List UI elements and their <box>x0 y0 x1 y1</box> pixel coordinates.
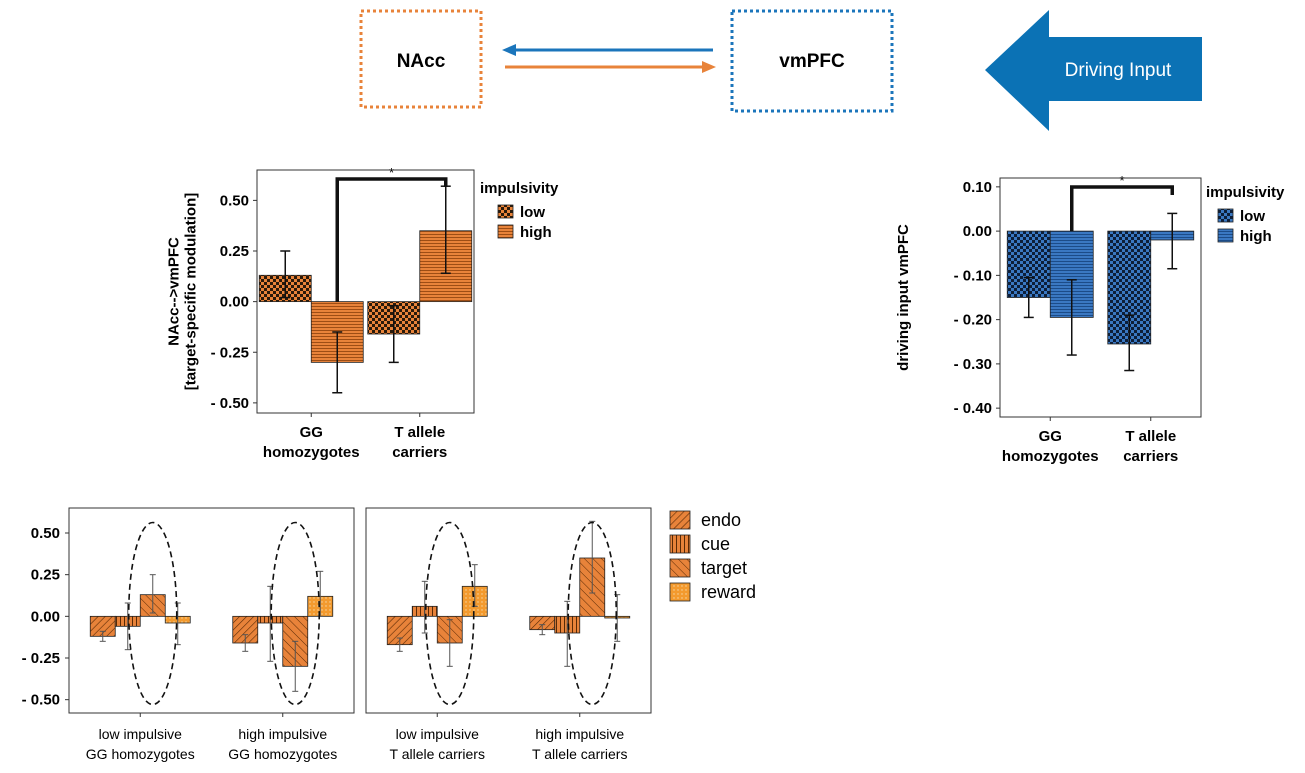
y-tick-label: 0.00 <box>963 223 992 240</box>
y-tick-label: - 0.20 <box>954 312 992 329</box>
y-tick-label: - 0.50 <box>211 395 249 412</box>
x-tick-label: GG homozygotes <box>86 746 195 762</box>
y-tick-label: 0.00 <box>220 294 249 311</box>
y-tick-label: - 0.25 <box>211 344 249 361</box>
legend-title: impulsivity <box>480 180 559 197</box>
panel-frame <box>68 507 355 714</box>
legend-label-cue: cue <box>701 534 730 554</box>
y-tick-label: - 0.10 <box>954 267 992 284</box>
nacc-node-box <box>359 9 483 109</box>
legend-swatch-reward <box>669 582 691 602</box>
legend-label-target: target <box>701 558 747 578</box>
target-highlight-ellipse <box>567 521 618 706</box>
driving-input-label: Driving Input <box>1065 60 1172 81</box>
legend-title: impulsivity <box>1206 184 1285 201</box>
x-tick-label: GG <box>300 424 323 441</box>
y-tick-label: 0.50 <box>220 192 249 209</box>
x-tick-label: T allele <box>394 424 445 441</box>
chart-nacc-vmpfc: 0.50 0.25 0.00 - 0.25 - 0.50 NAcc-->vmPFC [tar… <box>166 165 560 461</box>
x-tick-label: T allele <box>1125 428 1176 445</box>
legend-label-low: low <box>520 204 545 221</box>
legend-label-high: high <box>520 224 552 241</box>
legend-swatch-low <box>1217 208 1234 223</box>
chart-condition-breakdown: 0.50 0.25 0.00 - 0.25 - 0.50 low impulsive GG … <box>22 507 756 762</box>
y-tick-label: - 0.50 <box>22 692 60 709</box>
significance-bracket <box>1070 185 1174 232</box>
chart-driving-input: 0.10 0.00 - 0.10 - 0.20 - 0.30 - 0.40 driving … <box>895 173 1285 465</box>
connectivity-diagram: NAcc vmPFC Driving Input <box>359 9 1202 131</box>
plot-frame <box>999 177 1202 418</box>
x-tick-label: T allele carriers <box>390 746 485 762</box>
vmpfc-to-nacc-arrowhead <box>502 44 516 56</box>
bar-low <box>1107 230 1152 345</box>
legend-swatch-high <box>1217 228 1234 243</box>
legend-label-high: high <box>1240 228 1272 245</box>
x-tick-label: GG homozygotes <box>228 746 337 762</box>
vmpfc-node-box <box>730 9 894 113</box>
y-tick-label: 0.50 <box>31 525 60 542</box>
nacc-node-label: NAcc <box>397 51 446 72</box>
x-tick-label: homozygotes <box>263 444 360 461</box>
driving-input-arrow <box>985 10 1202 131</box>
x-tick-label: homozygotes <box>1002 448 1099 465</box>
x-tick-label: T allele carriers <box>532 746 627 762</box>
legend-swatch-low <box>497 204 514 219</box>
legend-swatch-endo <box>669 510 691 530</box>
y-tick-label: 0.10 <box>963 179 992 196</box>
plot-frame <box>256 169 475 414</box>
y-tick-label: - 0.25 <box>22 650 60 667</box>
significance-bracket <box>335 177 448 302</box>
y-axis-label: [target-specific modulation] <box>183 193 200 391</box>
legend-swatch-target <box>669 558 691 578</box>
x-tick-label: low impulsive <box>99 726 182 742</box>
vmpfc-node-label: vmPFC <box>779 51 845 72</box>
y-tick-label: 0.25 <box>220 243 249 260</box>
y-axis-label: driving input vmPFC <box>895 224 912 371</box>
y-axis-label: NAcc-->vmPFC <box>166 237 183 346</box>
y-tick-label: - 0.40 <box>954 400 992 417</box>
y-tick-label: 0.25 <box>31 567 60 584</box>
legend-label-low: low <box>1240 208 1265 225</box>
target-highlight-ellipse <box>127 521 178 706</box>
legend-swatch-high <box>497 224 514 239</box>
target-highlight-ellipse <box>424 521 475 706</box>
legend-swatch-cue <box>669 534 691 554</box>
y-tick-label: 0.00 <box>31 608 60 625</box>
nacc-to-vmpfc-arrowhead <box>702 61 716 73</box>
target-highlight-ellipse <box>270 521 321 706</box>
x-tick-label: carriers <box>392 444 447 461</box>
x-tick-label: high impulsive <box>238 726 327 742</box>
significance-star: * <box>1119 173 1124 188</box>
legend-label-reward: reward <box>701 582 756 602</box>
x-tick-label: carriers <box>1123 448 1178 465</box>
x-tick-label: high impulsive <box>535 726 624 742</box>
x-tick-label: GG <box>1039 428 1062 445</box>
x-tick-label: low impulsive <box>396 726 479 742</box>
legend-label-endo: endo <box>701 510 741 530</box>
significance-star: * <box>389 165 394 180</box>
y-tick-label: - 0.30 <box>954 356 992 373</box>
panel-frame <box>365 507 652 714</box>
